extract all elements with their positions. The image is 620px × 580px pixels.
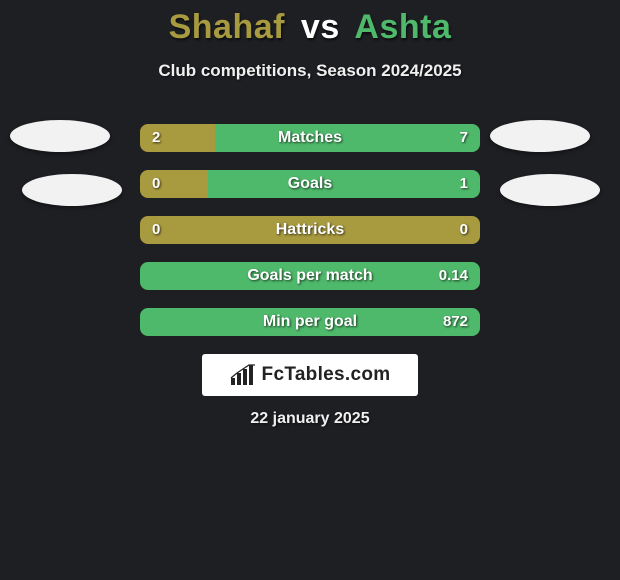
stat-row: Min per goal872 xyxy=(0,308,620,336)
bar-right-fill xyxy=(140,308,480,336)
title-player1: Shahaf xyxy=(169,8,285,46)
bar-track xyxy=(140,170,480,198)
bar-track xyxy=(140,124,480,152)
bar-track xyxy=(140,262,480,290)
team-badge xyxy=(22,174,122,206)
brand-box: FcTables.com xyxy=(202,354,418,396)
bar-left-fill xyxy=(140,124,215,152)
subtitle: Club competitions, Season 2024/2025 xyxy=(0,61,620,81)
bar-right-fill xyxy=(140,262,480,290)
bar-right-fill xyxy=(215,124,480,152)
brand-bars-icon xyxy=(230,364,256,386)
page-title: Shahaf vs Ashta xyxy=(0,0,620,47)
title-vs: vs xyxy=(301,8,340,46)
bar-track xyxy=(140,308,480,336)
footer-date: 22 january 2025 xyxy=(0,410,620,428)
bar-left-fill xyxy=(140,216,480,244)
bar-right-fill xyxy=(208,170,480,198)
stat-row: Goals per match0.14 xyxy=(0,262,620,290)
bar-left-fill xyxy=(140,170,208,198)
stat-row: Hattricks00 xyxy=(0,216,620,244)
team-badge xyxy=(10,120,110,152)
brand-text: FcTables.com xyxy=(262,364,391,386)
team-badge xyxy=(500,174,600,206)
comparison-rows: Matches27Goals01Hattricks00Goals per mat… xyxy=(0,124,620,354)
bar-track xyxy=(140,216,480,244)
title-player2: Ashta xyxy=(354,8,451,46)
team-badge xyxy=(490,120,590,152)
